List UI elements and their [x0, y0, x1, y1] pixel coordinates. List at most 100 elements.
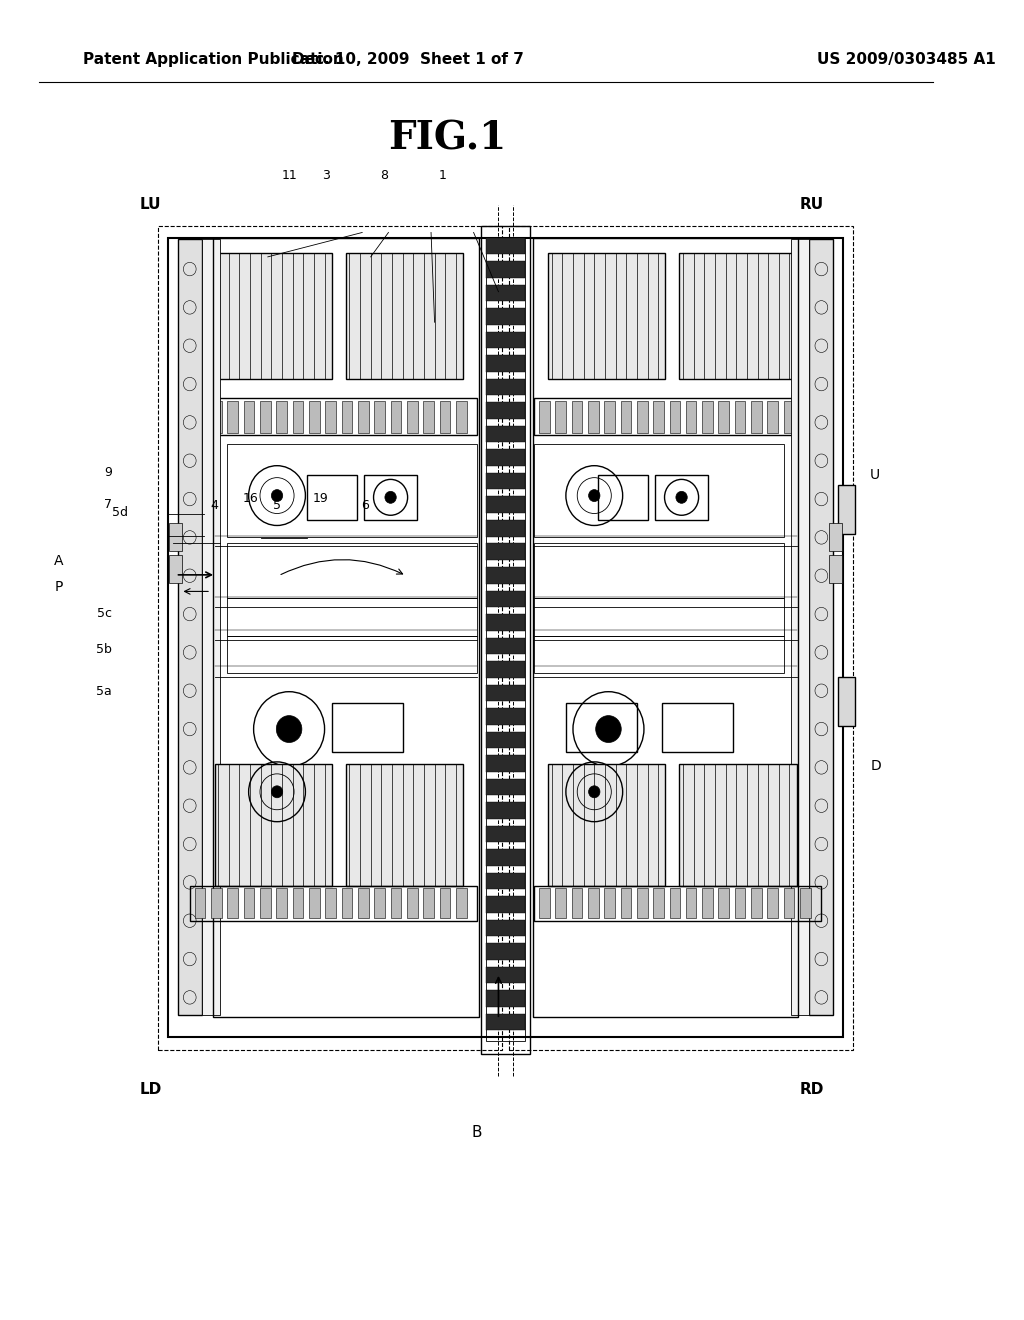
Bar — [358, 401, 369, 433]
Bar — [486, 966, 524, 983]
Bar — [752, 888, 762, 919]
Bar — [588, 888, 599, 919]
Bar — [534, 636, 783, 673]
Bar — [244, 401, 254, 433]
Bar — [534, 598, 783, 636]
Bar — [486, 920, 524, 936]
Bar — [215, 764, 332, 886]
Bar — [486, 661, 524, 677]
Bar — [486, 1014, 524, 1031]
Bar — [571, 401, 583, 433]
Bar — [260, 888, 270, 919]
Bar — [346, 764, 463, 886]
Bar — [719, 888, 729, 919]
Bar — [486, 285, 524, 301]
Text: 5c: 5c — [97, 607, 112, 620]
Bar — [486, 496, 524, 513]
Bar — [211, 401, 221, 433]
Bar — [783, 888, 795, 919]
Bar — [486, 685, 524, 701]
Text: 4: 4 — [210, 499, 218, 512]
Bar — [276, 888, 287, 919]
Bar — [346, 252, 463, 379]
Text: 5a: 5a — [96, 685, 112, 698]
Bar — [342, 401, 352, 433]
Bar — [686, 401, 696, 433]
Bar — [800, 401, 811, 433]
Bar — [215, 252, 332, 379]
Bar — [439, 888, 451, 919]
Bar — [485, 239, 525, 1041]
Bar — [735, 888, 745, 919]
Bar — [211, 888, 221, 919]
Bar — [486, 520, 524, 536]
Text: 9: 9 — [103, 466, 112, 479]
Bar — [555, 401, 566, 433]
Bar — [326, 401, 336, 433]
Text: 1: 1 — [438, 169, 446, 182]
Bar — [486, 261, 524, 277]
Ellipse shape — [596, 715, 622, 743]
Bar — [838, 486, 855, 533]
Text: A: A — [53, 554, 63, 568]
Text: 7: 7 — [103, 498, 112, 511]
Bar — [486, 473, 524, 490]
Bar — [534, 399, 821, 436]
Bar — [423, 401, 434, 433]
Bar — [189, 399, 477, 436]
Bar — [670, 401, 680, 433]
Text: RD: RD — [800, 1081, 824, 1097]
Bar — [486, 568, 524, 583]
Text: D: D — [870, 759, 881, 772]
Text: LU: LU — [140, 197, 162, 213]
Bar — [309, 888, 319, 919]
Bar — [680, 252, 797, 379]
Bar — [423, 888, 434, 919]
Bar — [702, 401, 713, 433]
Bar — [486, 355, 524, 372]
Text: B: B — [471, 1125, 481, 1139]
Bar — [539, 401, 550, 433]
Bar — [735, 401, 745, 433]
Text: LD: LD — [139, 1081, 162, 1097]
Bar — [604, 888, 614, 919]
Bar — [260, 401, 270, 433]
Bar — [598, 475, 647, 520]
Bar — [480, 227, 530, 1053]
Text: Patent Application Publication: Patent Application Publication — [83, 51, 343, 67]
Bar — [702, 888, 713, 919]
Bar — [439, 401, 451, 433]
Bar — [486, 331, 524, 348]
Bar — [653, 401, 664, 433]
Bar — [227, 598, 477, 636]
Bar — [195, 401, 206, 433]
Bar — [486, 873, 524, 890]
Bar — [621, 888, 631, 919]
Bar — [227, 444, 477, 537]
Bar — [783, 401, 795, 433]
Bar — [169, 554, 182, 582]
Bar — [390, 888, 401, 919]
Bar — [637, 401, 647, 433]
Ellipse shape — [276, 715, 302, 743]
Bar — [456, 401, 467, 433]
Bar — [213, 238, 478, 1016]
Ellipse shape — [385, 491, 396, 503]
Bar — [374, 888, 385, 919]
Text: RU: RU — [800, 197, 824, 213]
Bar — [244, 888, 254, 919]
Bar — [486, 731, 524, 748]
Bar — [374, 401, 385, 433]
Bar — [662, 704, 732, 751]
Bar — [588, 401, 599, 433]
Bar — [621, 401, 631, 433]
Text: US 2009/0303485 A1: US 2009/0303485 A1 — [817, 51, 995, 67]
Ellipse shape — [589, 490, 600, 502]
Text: P: P — [55, 581, 63, 594]
Bar — [509, 227, 853, 1049]
Bar — [202, 239, 220, 1015]
Bar — [486, 708, 524, 725]
Bar — [791, 239, 809, 1015]
Bar — [486, 896, 524, 913]
Text: 5b: 5b — [96, 643, 112, 656]
